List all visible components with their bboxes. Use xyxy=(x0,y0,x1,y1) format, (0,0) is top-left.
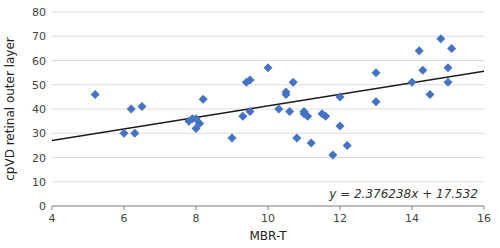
scatter-point xyxy=(307,138,316,147)
tick-label: 16 xyxy=(477,212,491,225)
scatter-point xyxy=(127,105,136,114)
tick-label: 4 xyxy=(49,212,56,225)
tick-mark xyxy=(52,206,53,210)
grid-line xyxy=(52,133,484,134)
tick-mark xyxy=(484,206,485,210)
scatter-point xyxy=(436,34,445,43)
tick-label: 10 xyxy=(261,212,275,225)
tick-label: 70 xyxy=(32,30,46,43)
scatter-point xyxy=(303,112,312,121)
tick-label: 14 xyxy=(405,212,419,225)
tick-label: 80 xyxy=(32,6,46,19)
scatter-point xyxy=(336,121,345,130)
scatter-point xyxy=(444,63,453,72)
tick-label: 50 xyxy=(32,79,46,92)
tick-label: 60 xyxy=(32,55,46,68)
scatter-point xyxy=(285,107,294,116)
regression-line xyxy=(52,71,484,140)
scatter-point xyxy=(426,90,435,99)
scatter-point xyxy=(372,68,381,77)
scatter-point xyxy=(289,78,298,87)
equation: y = 2.376238x + 17.532 xyxy=(328,187,478,201)
scatter-point xyxy=(343,141,352,150)
tick-label: 40 xyxy=(32,103,46,116)
grid-line xyxy=(52,84,484,85)
scatter-point xyxy=(120,129,129,138)
x-axis-label: MBR-T xyxy=(250,229,288,243)
scatter-point xyxy=(336,92,345,101)
scatter-point xyxy=(264,63,273,72)
scatter-point xyxy=(444,78,453,87)
plot-area xyxy=(52,34,484,159)
scatter-point xyxy=(199,95,208,104)
tick-label: 8 xyxy=(193,212,200,225)
tick-mark xyxy=(196,206,197,210)
scatter-point xyxy=(447,44,456,53)
tick-label: 30 xyxy=(32,127,46,140)
tick-mark xyxy=(412,206,413,210)
scatter-point xyxy=(372,97,381,106)
scatter-point xyxy=(328,151,337,160)
x-axis-line xyxy=(52,206,484,207)
scatter-point xyxy=(238,112,247,121)
scatter-point xyxy=(91,90,100,99)
grid-line xyxy=(52,206,484,207)
scatter-point xyxy=(321,112,330,121)
scatter-point xyxy=(246,107,255,116)
grid-line xyxy=(52,12,484,13)
scatter-point xyxy=(228,134,237,143)
scatter-point xyxy=(195,119,204,128)
scatter-point xyxy=(408,78,417,87)
scatter-point xyxy=(274,105,283,114)
tick-mark xyxy=(340,206,341,210)
tick-label: 12 xyxy=(333,212,347,225)
grid-line xyxy=(52,181,484,182)
scatter-point xyxy=(130,129,139,138)
scatter-point xyxy=(292,134,301,143)
tick-label: 6 xyxy=(121,212,128,225)
y-axis-label: cpVD retinal outer layer xyxy=(3,37,17,181)
grid-line xyxy=(52,36,484,37)
tick-mark xyxy=(124,206,125,210)
scatter-point xyxy=(418,66,427,75)
grid-line xyxy=(52,157,484,158)
tick-label: 20 xyxy=(32,152,46,165)
scatter-point xyxy=(246,75,255,84)
grid-line xyxy=(52,109,484,110)
scatter-point xyxy=(282,88,291,97)
scatter-point xyxy=(415,46,424,55)
tick-mark xyxy=(268,206,269,210)
scatter-point xyxy=(138,102,147,111)
grid-line xyxy=(52,60,484,61)
tick-label: 0 xyxy=(39,200,46,213)
tick-label: 10 xyxy=(32,176,46,189)
